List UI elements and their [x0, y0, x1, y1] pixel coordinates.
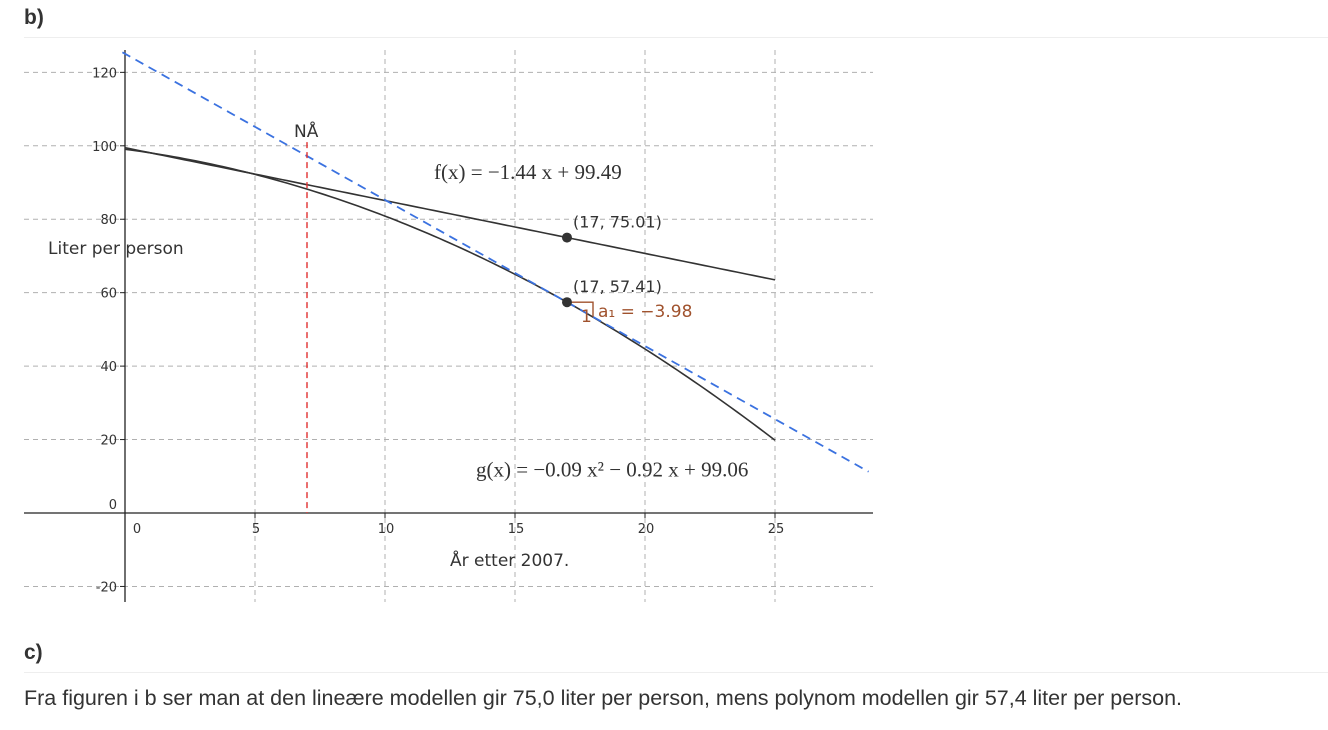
grid-lines [24, 50, 873, 602]
x-tick-label-5: 5 [252, 522, 260, 537]
axes: 0 5 10 15 20 25 -20 0 20 40 60 80 100 120 Liter per pe… [24, 50, 873, 602]
section-c-divider [24, 672, 1328, 673]
now-marker-label: NÅ [294, 120, 319, 142]
answer-text: Fra figuren i b ser man at den lineære m… [24, 686, 1183, 710]
section-c-heading: c) [24, 641, 43, 664]
y-tick-label-60: 60 [100, 287, 117, 302]
slope-label: a₁ = −3.98 [598, 302, 692, 322]
x-tick-label-10: 10 [378, 522, 395, 537]
x-tick-label-25: 25 [768, 522, 785, 537]
point-2 [562, 297, 572, 308]
y-tick-label-neg20: -20 [96, 580, 117, 595]
x-tick-label-15: 15 [508, 522, 525, 537]
point-1 [562, 232, 572, 243]
annotations: NÅ 1 a₁ = −3.98 f(x) = −1.44 x + 99.49 g(x) … [294, 120, 748, 513]
point-label-2: (17, 57.41) [573, 277, 662, 296]
graph-figure: 0 5 10 15 20 25 -20 0 20 40 60 80 100 120 Liter per pe… [24, 50, 873, 602]
x-tick-label-20: 20 [638, 522, 655, 537]
y-tick-label-0: 0 [109, 498, 117, 513]
y-tick-label-40: 40 [100, 360, 117, 375]
equation-g: g(x) = −0.09 x² − 0.92 x + 99.06 [476, 457, 748, 481]
section-b-heading: b) [24, 6, 44, 29]
slope-triangle [567, 301, 594, 317]
y-tick-label-80: 80 [100, 213, 117, 228]
section-b-divider [24, 37, 1328, 38]
y-tick-label-120: 120 [92, 66, 117, 81]
x-axis-title: År etter 2007. [450, 549, 569, 571]
y-tick-label-20: 20 [100, 434, 117, 449]
tangent-line [121, 51, 870, 473]
y-tick-label-100: 100 [92, 140, 117, 155]
equation-f: f(x) = −1.44 x + 99.49 [434, 160, 622, 184]
x-tick-label-0: 0 [133, 522, 141, 537]
point-label-1: (17, 75.01) [573, 213, 662, 232]
slope-unit-label: 1 [581, 307, 592, 327]
curve-gx [124, 148, 776, 441]
y-axis-title: Liter per person [48, 239, 184, 259]
curves [121, 51, 870, 473]
